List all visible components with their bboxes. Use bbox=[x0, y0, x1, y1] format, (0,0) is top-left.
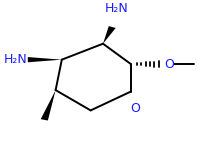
Text: O: O bbox=[164, 58, 174, 71]
Polygon shape bbox=[103, 26, 116, 44]
Text: O: O bbox=[130, 102, 140, 115]
Polygon shape bbox=[28, 57, 62, 62]
Text: H₂N: H₂N bbox=[4, 53, 28, 66]
Text: H₂N: H₂N bbox=[104, 2, 128, 15]
Polygon shape bbox=[41, 90, 56, 120]
